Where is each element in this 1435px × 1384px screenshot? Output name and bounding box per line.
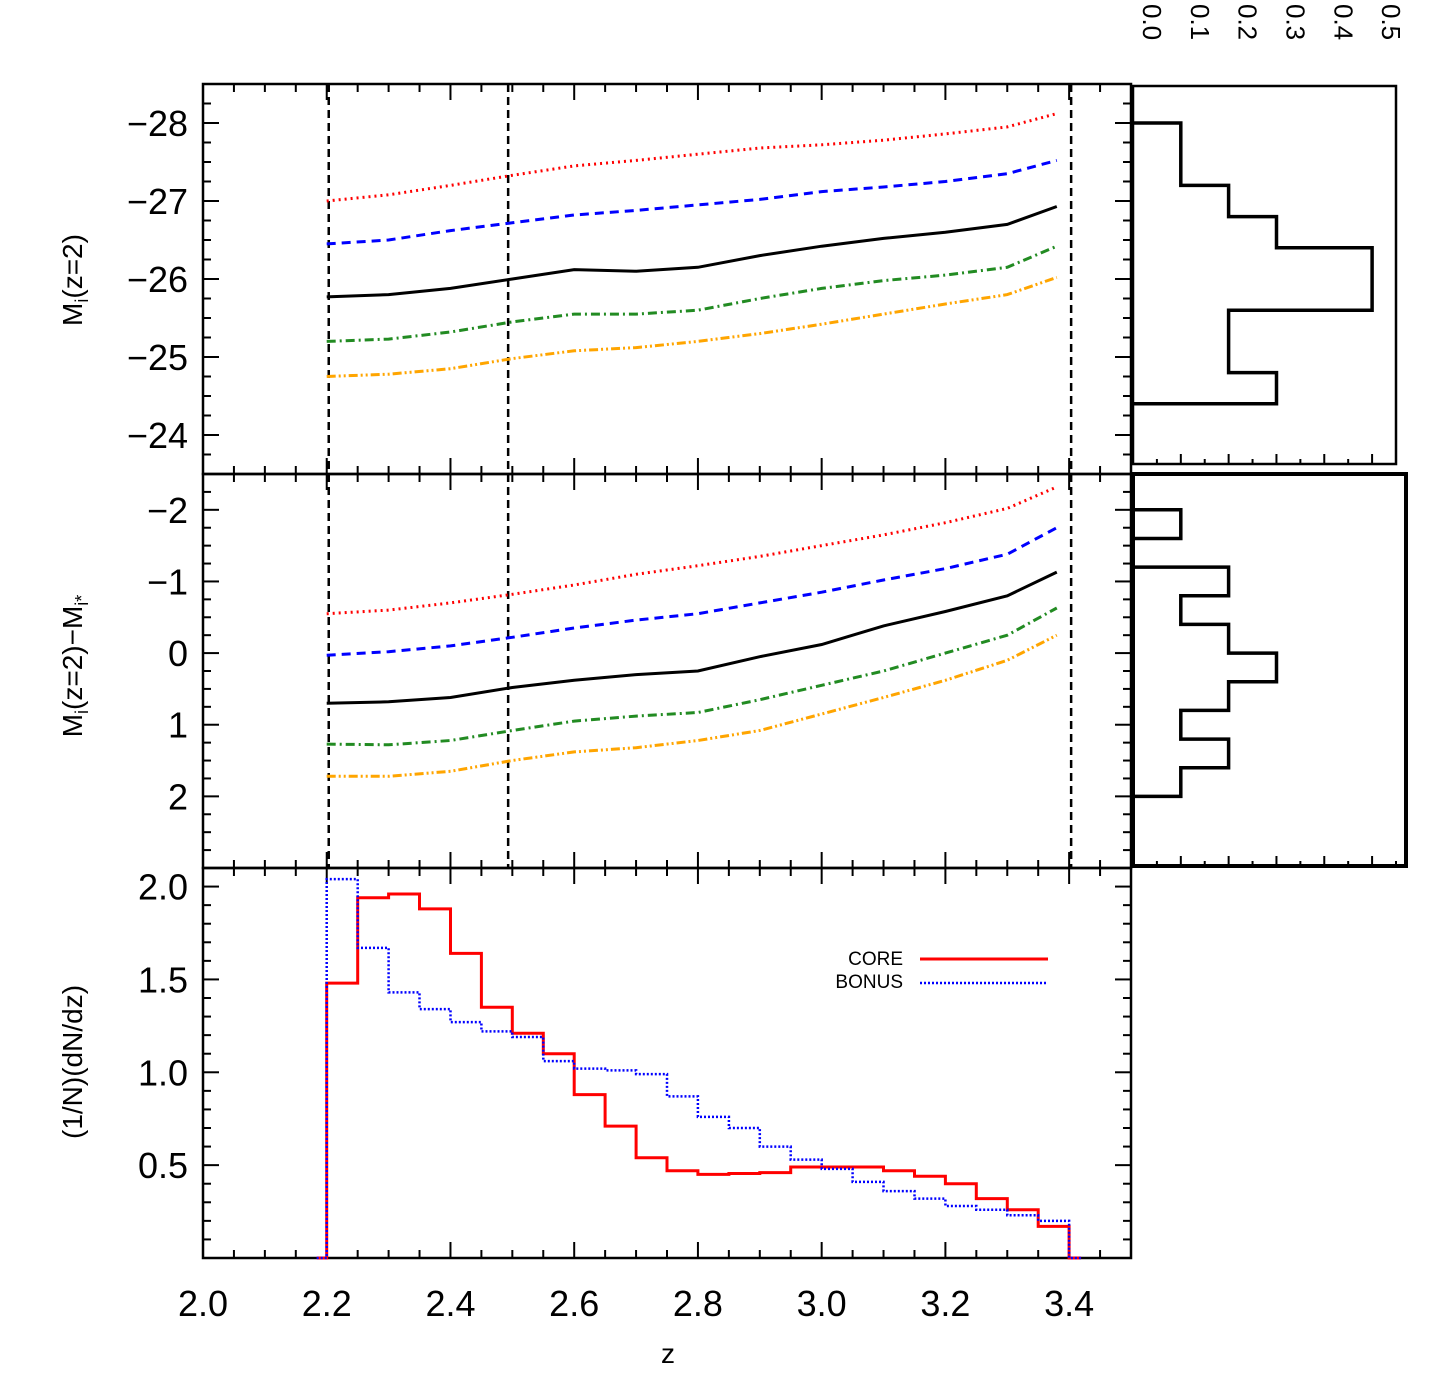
bottom-ylabel: (1/N)(dN/dz): [57, 985, 88, 1139]
side-histograms: [1131, 121, 1397, 866]
middle-panel-series: [326, 485, 1058, 778]
legend-label-core: CORE: [848, 949, 903, 970]
bottom-y-tick-label: 0.5: [138, 1145, 188, 1186]
histogram-core: [316, 892, 1082, 1260]
middle-y-tick-label: 2: [168, 776, 188, 817]
bottom-y-tick-label: 1.5: [138, 959, 188, 1000]
side-tick-label: 0.5: [1376, 4, 1406, 40]
middle-y-tick-label: −1: [147, 561, 188, 602]
legend: CORE BONUS: [835, 949, 1048, 993]
series-black-solid: [326, 205, 1058, 299]
side-tick-label: 0.1: [1185, 4, 1215, 40]
side-hist-top-frame: [1131, 84, 1398, 466]
vertical-dashed-lines: [327, 84, 1073, 868]
side-tick-label: 0.0: [1137, 4, 1167, 40]
top-y-tick-label: −27: [127, 181, 188, 222]
x-tick-label: 2.2: [302, 1283, 352, 1324]
side-hist-middle-frame: [1131, 472, 1408, 868]
series-orange-dashdotdot: [326, 275, 1058, 378]
top-y-tick-label: −24: [127, 415, 188, 456]
top-y-tick-label: −26: [127, 259, 188, 300]
x-tick-label: 3.0: [797, 1283, 847, 1324]
side-tick-label: 0.4: [1328, 4, 1358, 40]
top-ylabel: Mi(z=2): [57, 234, 92, 326]
top-panel-series: [326, 112, 1058, 378]
tick-labels: 2.0 2.2 2.4 2.6 2.8 3.0 3.2 3.4 −28 −27 −26 −25 −24 −…: [127, 4, 1406, 1324]
x-tick-label: 2.0: [178, 1283, 228, 1324]
series-blue-dashed: [326, 158, 1058, 246]
top-y-tick-label: −28: [127, 103, 188, 144]
series-black-solid: [326, 570, 1058, 705]
middle-ylabel: Mi(z=2)−Mi*: [57, 595, 92, 738]
x-tick-label: 3.4: [1044, 1283, 1094, 1324]
side-histogram-top-side-histogram: [1133, 121, 1374, 406]
middle-y-tick-label: −2: [147, 490, 188, 531]
x-tick-label: 3.2: [920, 1283, 970, 1324]
histogram-bonus: [316, 877, 1082, 1260]
top-y-tick-label: −25: [127, 337, 188, 378]
x-tick-label: 2.8: [673, 1283, 723, 1324]
side-histogram-middle-side-histogram: [1131, 508, 1279, 799]
redshift-histograms: [316, 877, 1082, 1260]
side-tick-label: 0.3: [1281, 4, 1311, 40]
ticks-layer: [202, 83, 1132, 1258]
x-tick-label: 2.4: [425, 1283, 475, 1324]
legend-label-bonus: BONUS: [835, 972, 903, 993]
series-red-dotted: [326, 485, 1058, 616]
series-blue-dashed: [326, 526, 1058, 657]
middle-y-tick-label: 0: [168, 633, 188, 674]
series-green-dashdot: [326, 606, 1058, 747]
bottom-xlabel: z: [661, 1338, 675, 1369]
side-tick-label: 0.2: [1233, 4, 1263, 40]
middle-y-tick-label: 1: [168, 705, 188, 746]
bottom-y-tick-label: 2.0: [138, 867, 188, 908]
bottom-y-tick-label: 1.0: [138, 1052, 188, 1093]
series-orange-dashdotdot: [326, 633, 1058, 778]
x-tick-label: 2.6: [549, 1283, 599, 1324]
